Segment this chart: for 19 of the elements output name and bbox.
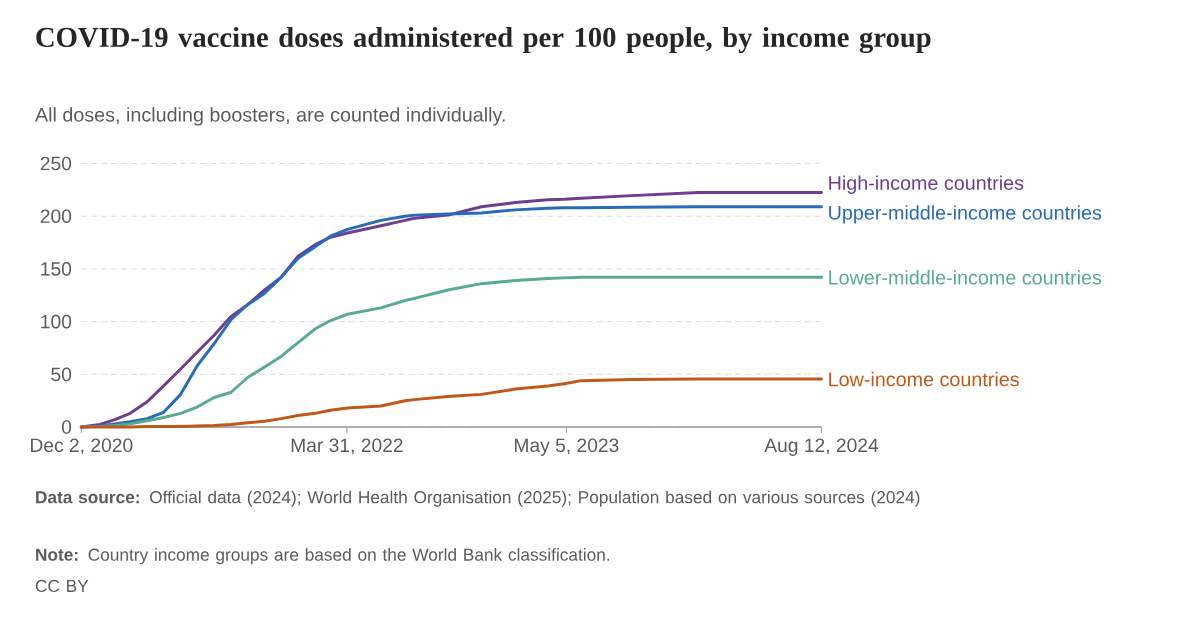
- y-tick-label: 100: [41, 314, 72, 329]
- y-tick-label: 250: [40, 156, 72, 171]
- text: CC BY: [35, 579, 89, 592]
- series-label: Lower-middle-income countries: [829, 269, 1102, 285]
- x-tick-label: May 5, 2023: [514, 438, 619, 456]
- chart-title: COVID-19 vaccine doses administered per 100 people, by income group: [36, 26, 931, 53]
- chart-subtitle: All doses, including boosters, are counted individually.: [34, 107, 505, 126]
- text: Note: Country income groups are based on the World Bank classification.: [36, 547, 610, 565]
- y-tick-label: 0: [61, 420, 72, 434]
- series-label: High-income countries: [829, 175, 1024, 194]
- x-tick-label: Aug 12, 2024: [764, 438, 879, 456]
- x-tick-label: Dec 2, 2020: [31, 438, 133, 455]
- y-tick-label: 200: [40, 209, 72, 223]
- series-label: Upper-middle-income countries: [829, 205, 1102, 224]
- y-tick-label: 50: [51, 367, 72, 382]
- series-label: Low-income countries: [829, 371, 1019, 387]
- text: Data source: Official data (2024); World Health Organisation (2025); Population based on various sources (2024): [36, 490, 920, 507]
- x-tick-label: Mar 31, 2022: [291, 438, 403, 455]
- y-tick-label: 150: [41, 261, 72, 276]
